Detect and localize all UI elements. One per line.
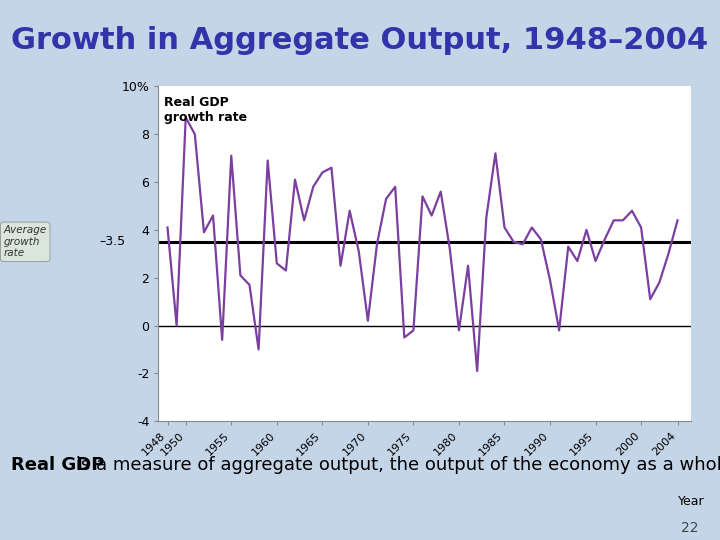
Text: 22: 22 bbox=[681, 521, 698, 535]
Text: is a measure of aggregate output, the output of the economy as a whole.: is a measure of aggregate output, the ou… bbox=[70, 456, 720, 474]
Text: Real GDP
growth rate: Real GDP growth rate bbox=[163, 97, 247, 124]
Text: Average
growth
rate: Average growth rate bbox=[4, 225, 47, 259]
Text: Real GDP: Real GDP bbox=[11, 456, 104, 474]
X-axis label: Year: Year bbox=[678, 495, 704, 508]
Text: Growth in Aggregate Output, 1948–2004: Growth in Aggregate Output, 1948–2004 bbox=[11, 25, 708, 55]
Text: –3.5: –3.5 bbox=[100, 235, 126, 248]
